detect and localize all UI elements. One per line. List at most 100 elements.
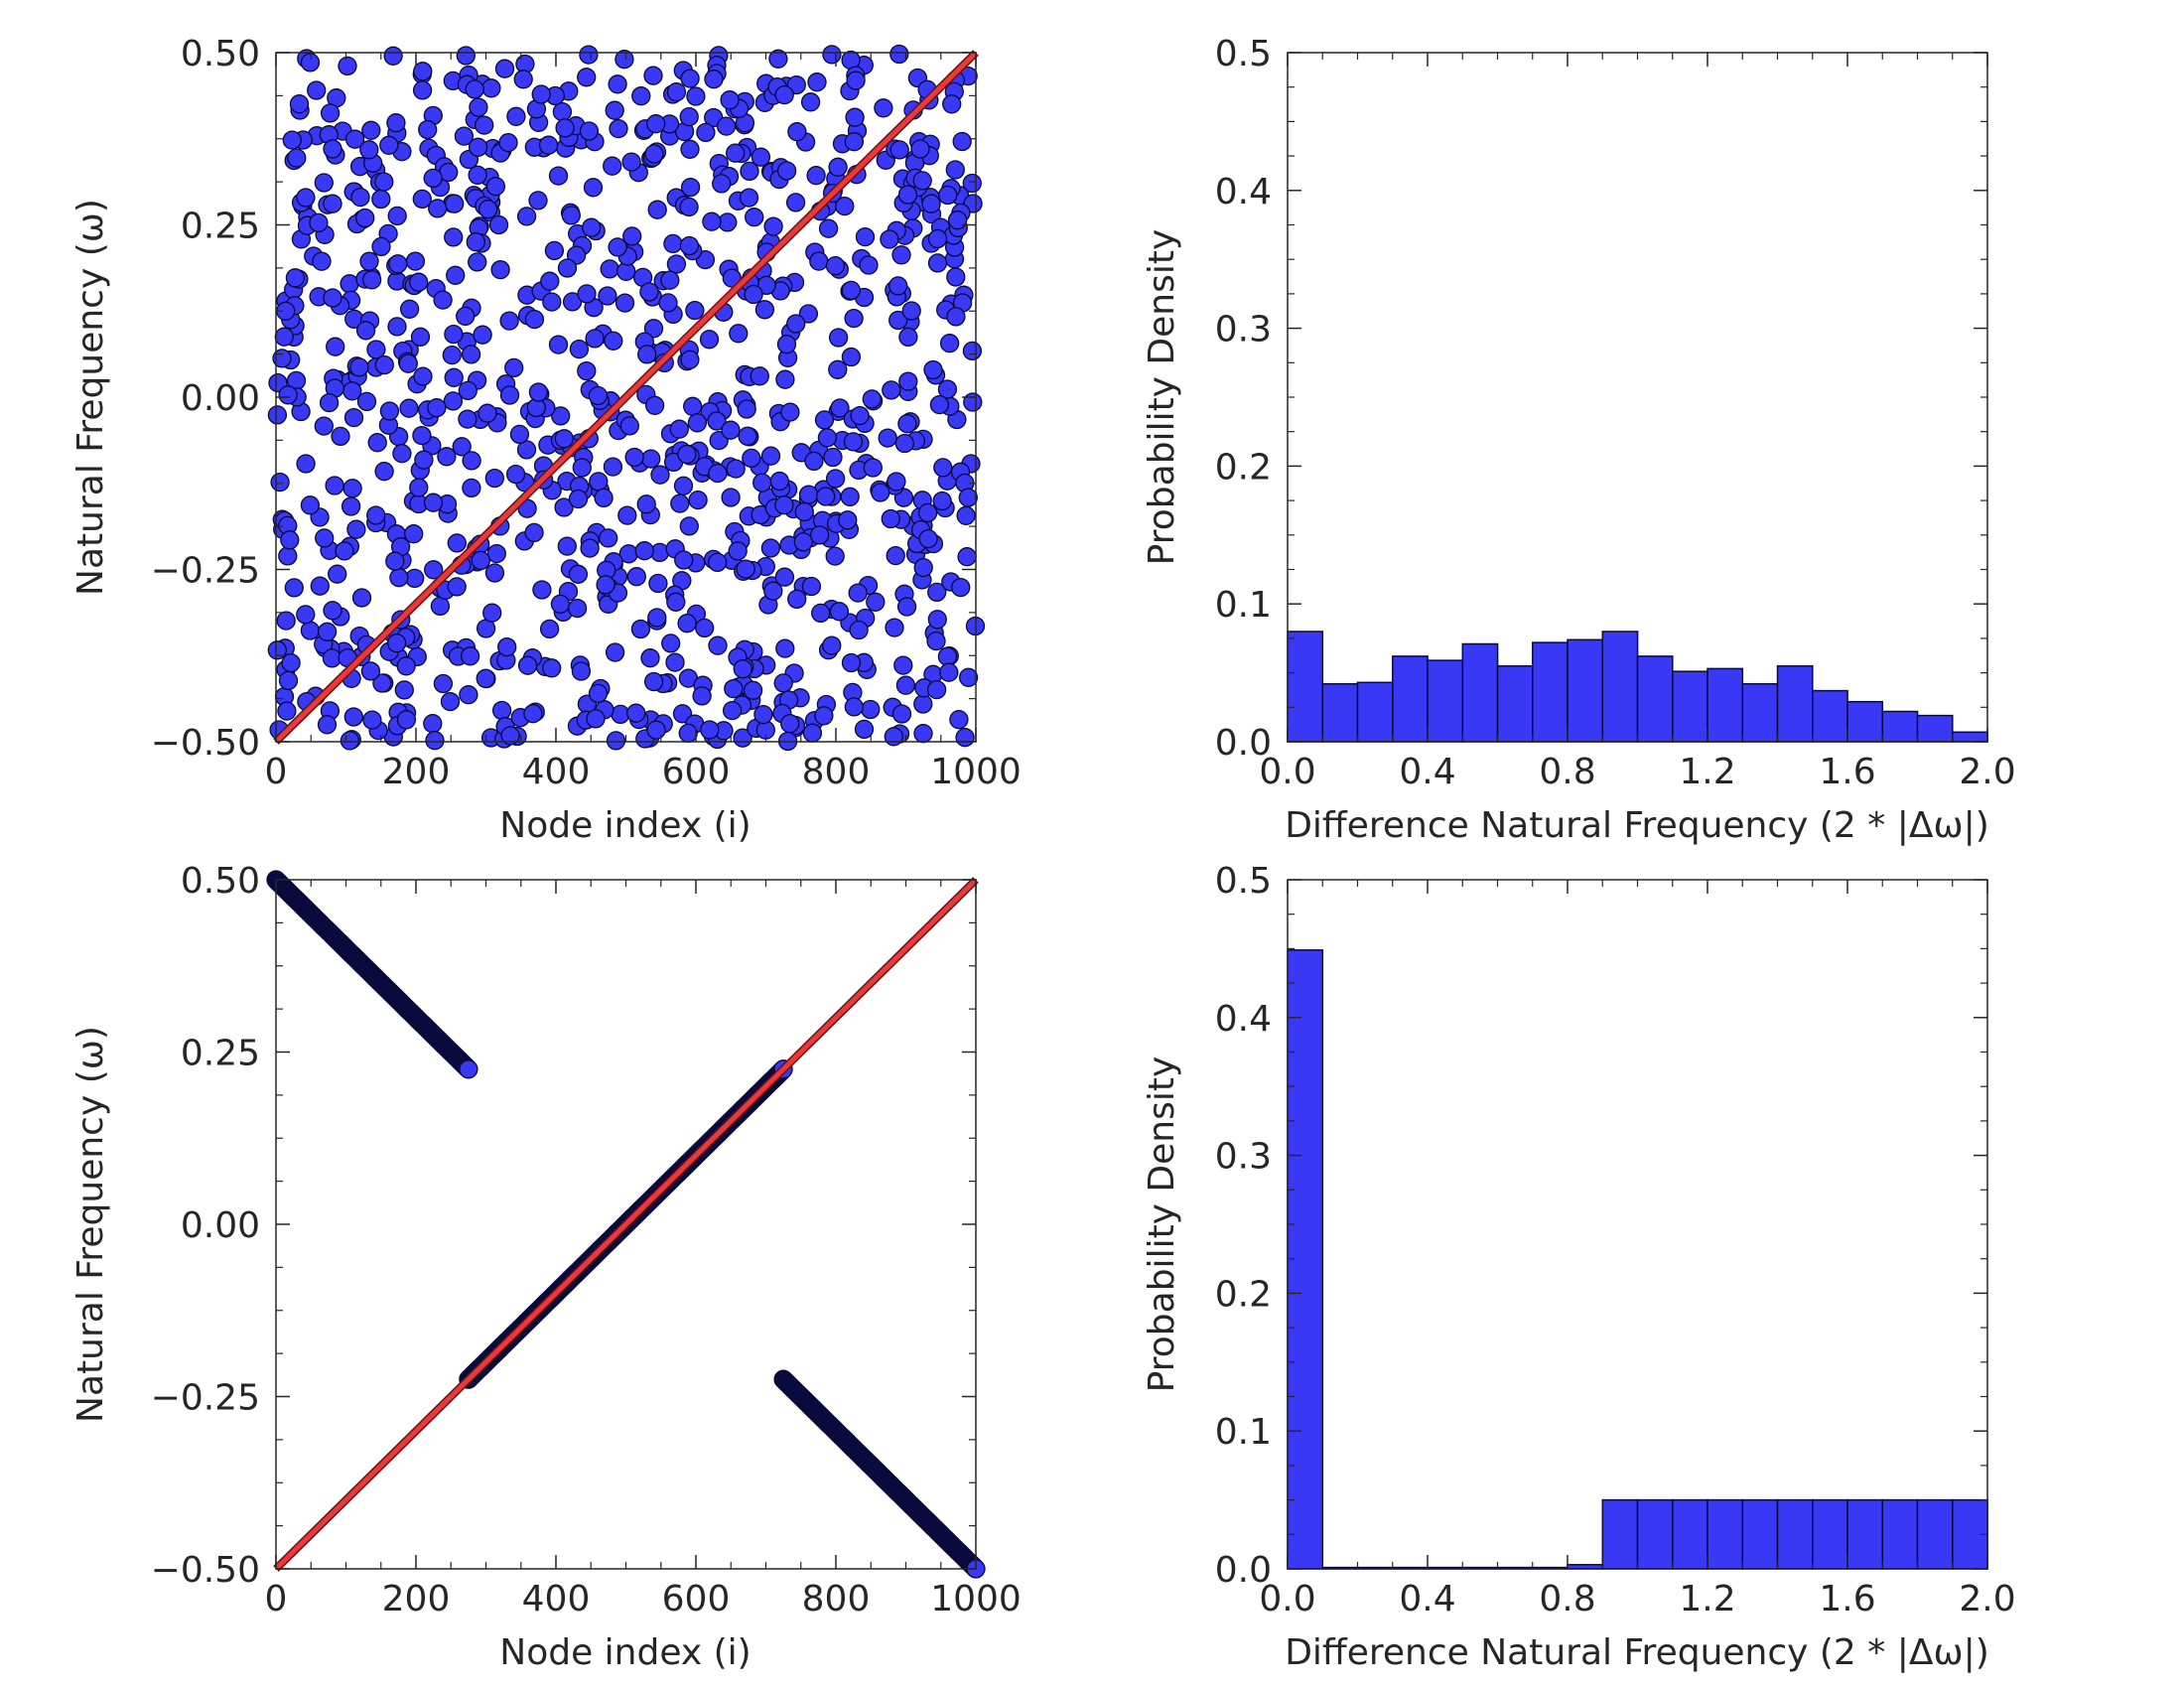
scatter-point: [721, 488, 741, 507]
scatter-point: [482, 603, 502, 623]
scatter-point: [646, 114, 666, 134]
scatter-point: [418, 119, 438, 140]
scatter-point: [277, 701, 297, 721]
scatter-point: [878, 428, 897, 448]
scatter-point: [798, 304, 819, 324]
scatter-point: [379, 135, 399, 155]
scatter-point: [622, 226, 642, 246]
scatter-point: [605, 642, 625, 662]
scatter-point: [680, 350, 700, 369]
scatter-point: [516, 207, 537, 226]
scatter-point: [643, 319, 664, 339]
scatter-point: [702, 211, 722, 231]
scatter-point: [828, 157, 848, 177]
scatter-point: [462, 478, 481, 498]
scatter-point: [366, 505, 386, 525]
x-tick-label: 1.6: [1819, 1579, 1875, 1619]
scatter-point: [774, 84, 794, 105]
scatter-point: [460, 646, 480, 666]
scatter-point: [802, 723, 823, 743]
scatter-point: [844, 697, 864, 717]
histogram-bar: [1706, 1498, 1744, 1570]
scatter-point: [677, 444, 697, 465]
scatter-point: [882, 380, 901, 400]
scatter-point: [776, 161, 797, 181]
scatter-point: [542, 658, 562, 678]
scatter-point: [599, 528, 618, 548]
histogram-bar: [1672, 1498, 1708, 1570]
scatter-point: [577, 360, 597, 381]
scatter-point: [343, 707, 363, 727]
histogram-bar: [1846, 700, 1884, 743]
scatter-point: [317, 622, 338, 641]
marks-layer: [1287, 631, 1988, 743]
scatter-point: [674, 550, 694, 570]
scatter-point: [542, 292, 562, 312]
scatter-point: [588, 385, 609, 406]
scatter-point: [641, 449, 661, 469]
scatter-point: [775, 638, 795, 658]
scatter-point: [750, 366, 769, 386]
scatter-point: [952, 131, 972, 152]
scatter-point: [679, 106, 699, 127]
histogram-bar: [1636, 1498, 1674, 1570]
scatter-point: [596, 575, 615, 595]
scatter-point: [881, 508, 900, 529]
scatter-point: [938, 185, 958, 206]
scatter-point: [328, 564, 347, 584]
scatter-point: [307, 80, 327, 100]
y-tick-label: 0.0: [1215, 1550, 1272, 1591]
scatter-point: [830, 398, 850, 418]
scatter-point: [650, 465, 670, 485]
scatter-point: [341, 496, 361, 516]
scatter-point: [428, 199, 448, 218]
histogram-bar: [1321, 682, 1359, 743]
scatter-point: [603, 156, 622, 176]
y-tick-label: 0.00: [181, 378, 260, 419]
scatter-point: [811, 603, 831, 624]
y-tick-label: 0.3: [1215, 1137, 1272, 1178]
scatter-point: [838, 510, 858, 530]
scatter-point: [608, 74, 627, 94]
scatter-point: [963, 392, 983, 412]
scatter-point: [871, 483, 890, 502]
scatter-point: [580, 538, 600, 558]
scatter-point: [644, 395, 665, 415]
y-tick-label: 0.4: [1215, 172, 1272, 212]
scatter-point: [475, 115, 494, 135]
x-tick-label: 1.2: [1679, 752, 1735, 792]
scatter-point: [848, 583, 868, 603]
scatter-point: [315, 528, 335, 548]
scatter-point: [433, 290, 453, 310]
scatter-point: [898, 327, 918, 348]
scatter-point: [342, 479, 362, 498]
scatter-point: [774, 495, 794, 515]
scatter-point: [937, 379, 958, 399]
scatter-point: [958, 667, 979, 687]
scatter-point: [374, 354, 394, 375]
scatter-point: [637, 345, 657, 364]
scatter-point: [335, 541, 354, 561]
scatter-point: [433, 673, 454, 694]
scatter-point: [841, 347, 862, 367]
scatter-point: [773, 673, 793, 693]
x-tick-label: 800: [802, 1579, 871, 1619]
scatter-point: [927, 610, 947, 630]
scatter-point: [913, 557, 933, 578]
scatter-point: [396, 710, 417, 730]
scatter-point: [469, 97, 488, 117]
scatter-point: [891, 245, 911, 265]
scatter-point: [586, 709, 606, 729]
scatter-point: [859, 255, 879, 275]
scatter-point: [500, 726, 520, 746]
scatter-point: [276, 611, 296, 631]
scatter-point: [680, 139, 700, 159]
scatter-point: [356, 391, 377, 412]
scatter-point: [927, 582, 947, 603]
scatter-point: [285, 268, 306, 288]
scatter-point: [695, 618, 715, 638]
scatter-point: [696, 122, 716, 143]
scatter-point: [344, 129, 365, 149]
scatter-point: [678, 723, 698, 744]
scatter-point: [708, 635, 728, 655]
